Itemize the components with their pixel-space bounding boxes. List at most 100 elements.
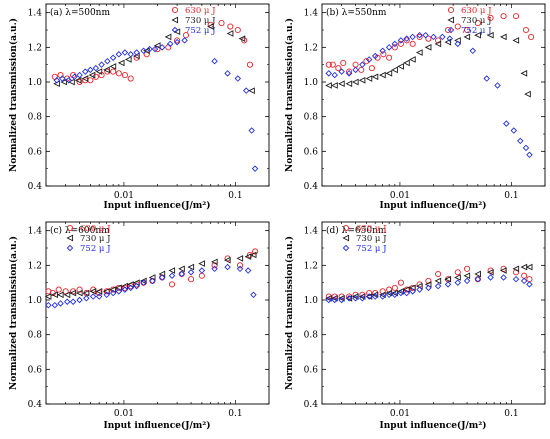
data-point: [524, 90, 531, 98]
y-tick-label: 1.2: [304, 43, 318, 53]
y-axis-title: Normalized transmission(a.u.): [8, 236, 19, 390]
data-point: [409, 56, 416, 63]
data-point: [338, 68, 345, 75]
data-point: [236, 255, 244, 262]
plot-frame: [321, 3, 546, 187]
data-point: [430, 33, 437, 41]
data-point: [178, 265, 185, 273]
data-point: [403, 37, 410, 44]
data-point: [365, 75, 373, 82]
data-point: [244, 267, 252, 274]
y-tick-label: 0.4: [28, 400, 43, 410]
data-point: [365, 56, 373, 63]
data-point: [474, 276, 481, 283]
data-point: [121, 49, 129, 56]
series-3: [53, 37, 259, 172]
data-point: [363, 58, 370, 65]
data-point: [51, 73, 58, 80]
data-point: [371, 293, 379, 300]
y-tick-label: 1.4: [28, 227, 43, 237]
data-point: [416, 33, 423, 40]
data-point: [158, 274, 166, 281]
y-tick-label: 0.6: [28, 147, 43, 157]
legend-label: 730 μ J: [185, 16, 216, 26]
data-point: [174, 37, 181, 44]
data-point: [109, 63, 117, 70]
data-point: [525, 263, 533, 271]
panel-label: (a) λ=500nm: [50, 7, 110, 18]
data-point: [110, 68, 117, 75]
data-point: [243, 87, 250, 94]
data-point: [325, 61, 332, 68]
legend-marker: [66, 244, 74, 252]
data-point: [340, 59, 347, 66]
legend-label: 730 μ J: [461, 16, 492, 26]
data-point: [188, 276, 195, 283]
series-3: [45, 263, 257, 309]
data-point: [87, 66, 94, 74]
data-point: [127, 75, 134, 82]
legend-marker: [342, 234, 350, 242]
data-point: [149, 277, 156, 285]
y-tick-label: 1.0: [28, 78, 43, 88]
data-point: [359, 61, 366, 68]
data-point: [226, 30, 234, 37]
data-point: [422, 31, 429, 39]
series-3: [325, 274, 533, 304]
y-tick-label: 0.6: [304, 365, 319, 375]
legend-label: 630 μ J: [356, 224, 387, 234]
data-point: [371, 52, 379, 60]
y-tick-label: 0.4: [304, 400, 319, 410]
legend-label: 630 μ J: [80, 224, 111, 234]
data-point: [483, 75, 490, 82]
data-point: [236, 265, 244, 273]
data-point: [57, 300, 64, 307]
data-point: [391, 40, 399, 48]
data-point: [379, 47, 386, 55]
x-axis-title: Input influence(J/m²): [104, 200, 211, 211]
legend-marker: [171, 16, 179, 24]
data-point: [522, 144, 530, 152]
data-point: [88, 71, 96, 79]
data-point: [444, 281, 452, 288]
data-point: [463, 33, 471, 41]
chart-panel-3: 0.4 0.6 0.8 1.0 1.2 1.4 0.01 0.1 Input influence…: [284, 221, 546, 431]
data-point: [526, 281, 533, 288]
data-point: [151, 45, 159, 53]
data-point: [252, 248, 259, 255]
data-point: [87, 77, 94, 84]
data-point: [446, 35, 454, 42]
data-point: [385, 291, 393, 299]
y-tick-label: 1.0: [304, 78, 319, 88]
data-point: [397, 40, 404, 47]
panel-label: (c) λ=600nm: [50, 225, 110, 236]
data-point: [368, 65, 375, 72]
data-point: [464, 26, 471, 34]
x-tick-label: 0.1: [228, 409, 242, 419]
data-point: [444, 38, 452, 46]
data-point: [178, 270, 185, 278]
data-point: [385, 70, 393, 77]
data-point: [211, 57, 218, 65]
data-point: [82, 68, 89, 75]
data-point: [391, 291, 399, 299]
data-point: [500, 13, 507, 20]
data-point: [249, 251, 257, 259]
data-point: [63, 298, 71, 305]
x-tick-label: 0.1: [228, 191, 242, 201]
data-point: [57, 72, 64, 79]
data-point: [386, 54, 393, 61]
legend-marker: [66, 224, 74, 232]
data-point: [487, 274, 494, 281]
data-point: [103, 291, 110, 299]
data-point: [403, 35, 410, 42]
data-point: [379, 293, 386, 300]
data-point: [397, 279, 404, 286]
data-point: [241, 37, 248, 44]
data-point: [424, 44, 432, 51]
data-point: [397, 289, 405, 297]
data-point: [115, 288, 123, 295]
data-point: [248, 87, 255, 94]
data-point: [380, 51, 387, 58]
